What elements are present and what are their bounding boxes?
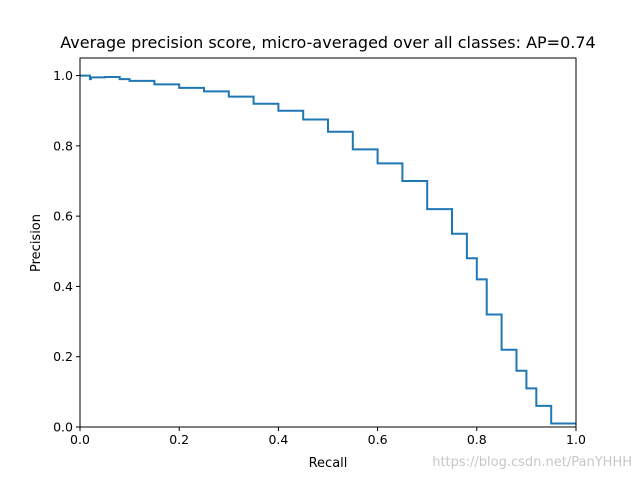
y-tick-label: 0.6 [53,209,73,224]
y-tick-label: 0.2 [53,349,73,364]
x-tick-label: 0.2 [169,432,189,447]
x-axis-label: Recall [309,456,348,471]
y-axis-label: Precision [29,214,44,272]
y-tick-label: 1.0 [53,68,73,83]
plot-area [79,57,577,428]
x-tick-label: 0.0 [70,432,90,447]
y-tick-label: 0.4 [53,279,73,294]
x-tick-label: 0.4 [268,432,288,447]
x-tick-label: 1.0 [566,432,586,447]
x-tick-label: 0.8 [467,432,487,447]
axis-ticks: 0.0 0.2 0.4 0.6 0.8 1.0 0.0 0.2 0.4 0.6 0.8 1.0 [53,68,586,447]
series-line-0 [80,74,576,425]
axes-frame [79,57,577,428]
y-tick-label: 0.8 [53,138,73,153]
chart-title: Average precision score, micro-averaged … [60,33,595,52]
x-tick-label: 0.6 [368,432,388,447]
watermark-text: https://blog.csdn.net/PanYHHH [432,455,632,470]
y-tick-label: 0.0 [53,420,73,435]
